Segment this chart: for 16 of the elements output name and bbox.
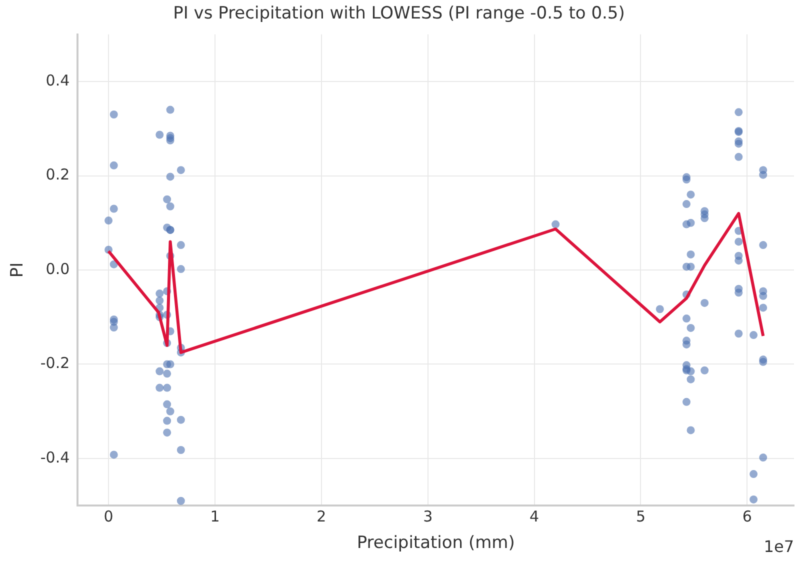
y-tick-label: 0.4 bbox=[46, 71, 70, 90]
x-tick-label: 6 bbox=[742, 507, 752, 526]
x-axis-title: Precipitation (mm) bbox=[356, 533, 515, 554]
x-tick-label: 2 bbox=[316, 507, 326, 526]
y-tick-label: -0.2 bbox=[40, 354, 70, 372]
y-tick-label: -0.4 bbox=[40, 448, 70, 466]
x-tick-label: 1 bbox=[210, 507, 220, 526]
y-axis-title: PI bbox=[8, 262, 28, 278]
text: 1e7 bbox=[764, 536, 794, 556]
y-tick-label: 0.0 bbox=[46, 260, 70, 278]
x-tick-label: 0 bbox=[104, 507, 114, 526]
x-tick-label: 5 bbox=[636, 507, 646, 526]
y-tick-label: 0.2 bbox=[46, 166, 70, 184]
chart-title: PI vs Precipitation with LOWESS (PI range -0.5 to 0.5) bbox=[173, 4, 625, 24]
x-tick-label: 4 bbox=[530, 507, 540, 526]
x-tick-label: 3 bbox=[423, 507, 433, 526]
